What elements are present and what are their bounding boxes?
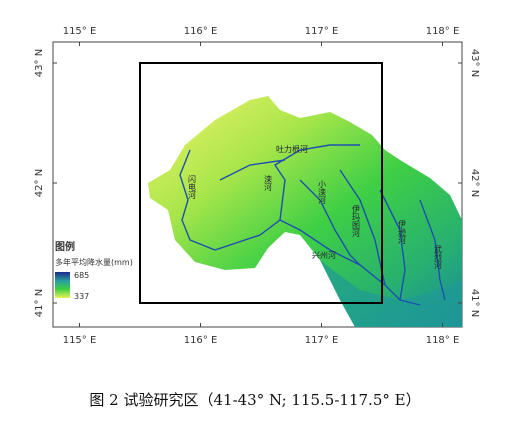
y-tick-label: 43° N bbox=[34, 49, 45, 77]
legend-colorbar bbox=[55, 272, 70, 298]
rivers bbox=[179, 144, 446, 306]
river-label: 伊玛图河 bbox=[352, 204, 361, 237]
x-tick-label: 116° E bbox=[184, 26, 218, 37]
y-tick-label: 42° N bbox=[34, 169, 45, 197]
legend-min: 337 bbox=[74, 292, 89, 301]
legend-title: 图例 bbox=[55, 240, 75, 253]
river-label: 吐力根河 bbox=[276, 144, 308, 154]
legend-max: 685 bbox=[74, 271, 89, 280]
x-tick-label: 115° E bbox=[63, 335, 97, 346]
river-label: 小滦河 bbox=[318, 180, 327, 204]
y-tick-label: 41° N bbox=[34, 289, 45, 317]
y-tick-label: 43° N bbox=[469, 49, 480, 77]
study-area-box bbox=[139, 62, 383, 304]
x-tick-label: 115° E bbox=[63, 26, 97, 37]
x-tick-label: 116° E bbox=[184, 335, 218, 346]
basin bbox=[148, 96, 462, 327]
river-label: 闪电河 bbox=[188, 175, 197, 199]
caption: 图 2 试验研究区（41-43° N; 115.5-117.5° E） bbox=[89, 391, 420, 409]
river-label: 兴州河 bbox=[312, 250, 336, 260]
x-tick-label: 118° E bbox=[426, 26, 460, 37]
river-label: 滦河 bbox=[264, 174, 273, 191]
river-label: 伊逊河 bbox=[398, 219, 407, 244]
map-frame bbox=[52, 41, 463, 328]
x-tick-label: 117° E bbox=[305, 26, 339, 37]
river-label: 武烈河 bbox=[434, 244, 443, 269]
y-tick-label: 42° N bbox=[469, 169, 480, 197]
legend-subtitle: 多年平均降水量(mm) bbox=[55, 257, 133, 267]
basin-south bbox=[320, 260, 462, 327]
y-tick-label: 41° N bbox=[469, 289, 480, 317]
x-tick-label: 117° E bbox=[305, 335, 339, 346]
x-tick-label: 118° E bbox=[426, 335, 460, 346]
